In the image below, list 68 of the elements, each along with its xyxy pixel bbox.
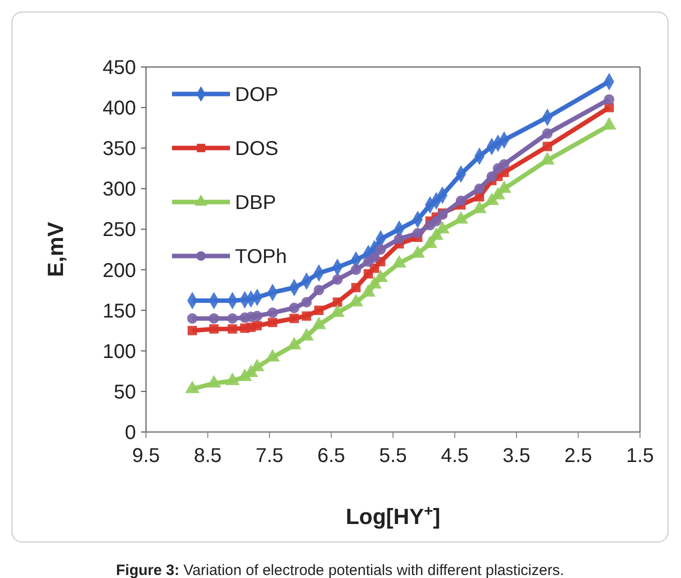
y-tick-label: 150 [102,300,136,322]
point [288,302,300,314]
legend-label: DOS [235,138,278,160]
x-tick-label: 2.5 [564,445,592,467]
point [266,350,280,362]
point [226,373,240,386]
point [486,171,498,182]
y-tick-label: 400 [102,98,136,120]
x-axis-title: Log[HY$^{+}$] [346,502,440,529]
y-tick-label: 250 [102,219,136,242]
y-tick-label: 200 [102,260,136,282]
point [227,313,238,324]
y-tick-label: 100 [102,340,136,363]
y-axis-title: E,mV [43,222,68,278]
point [374,270,388,282]
point [332,298,342,307]
point [375,244,386,255]
point [314,284,324,296]
point [267,308,278,318]
point [208,313,220,324]
point [228,324,238,334]
y-tick-label: 300 [102,178,136,201]
point [361,284,376,297]
point [252,310,262,322]
legend-label: TOPh [235,246,287,268]
point [287,337,302,350]
point [542,142,552,152]
point [302,311,312,321]
point [207,375,221,388]
x-tick-label: 4.5 [440,445,469,467]
point [268,318,278,328]
point [188,326,197,336]
point [332,274,343,285]
legend-label: DBP [235,192,276,214]
point [412,228,423,238]
point [290,314,299,324]
y-tick-label: 0 [124,422,136,444]
x-tick-label: 3.5 [502,445,530,467]
point [542,128,553,139]
point [252,321,262,330]
point [474,183,485,194]
point [368,276,382,289]
point [314,306,324,316]
point [301,297,312,308]
point [250,359,264,372]
x-tick-label: 7.5 [256,445,284,467]
point [185,381,200,394]
point [498,159,510,170]
point [369,252,380,263]
point [604,94,614,105]
caption: Figure 3: Variation of electrode potentials with different plasticizers. [116,562,564,578]
point [431,216,442,226]
point [312,317,326,330]
y-tick-label: 450 [102,57,136,79]
point [209,324,219,334]
point [351,282,361,292]
x-tick-label: 9.5 [132,445,160,467]
y-tick-label: 350 [102,138,136,160]
x-tick-label: 1.5 [626,445,654,467]
point [394,234,404,244]
point [350,264,362,275]
x-tick-label: 5.5 [379,445,407,467]
point [187,313,198,324]
legend-label: DOP [235,84,278,106]
x-tick-label: 6.5 [317,445,346,467]
x-tick-label: 8.5 [194,445,222,467]
point [456,196,466,206]
y-tick-label: 50 [114,381,136,404]
